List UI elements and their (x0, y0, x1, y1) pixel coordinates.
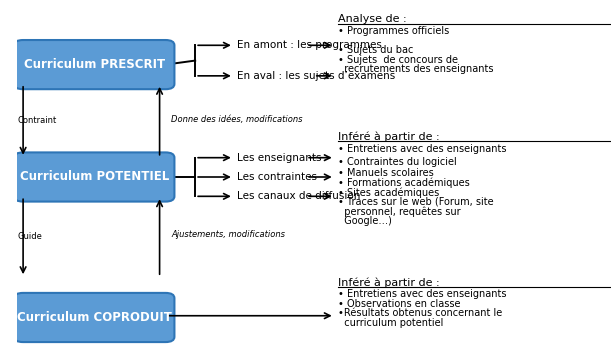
Text: • Sites académiques: • Sites académiques (338, 187, 439, 198)
Text: Curriculum COPRODUIT: Curriculum COPRODUIT (17, 311, 172, 324)
Text: Contraint: Contraint (17, 116, 56, 125)
Text: Donne des idées, modifications: Donne des idées, modifications (171, 115, 303, 124)
Text: • Contraintes du logiciel: • Contraintes du logiciel (338, 156, 457, 167)
Text: • Sujets du bac: • Sujets du bac (338, 45, 413, 55)
Text: • Sujets  de concours de: • Sujets de concours de (338, 55, 458, 65)
Text: •Résultats obtenus concernant le: •Résultats obtenus concernant le (338, 308, 502, 318)
Text: curriculum potentiel: curriculum potentiel (338, 318, 443, 328)
FancyBboxPatch shape (14, 293, 174, 342)
FancyBboxPatch shape (14, 40, 174, 89)
Text: Google…): Google…) (338, 216, 392, 225)
Text: • Traces sur le web (Forum, site: • Traces sur le web (Forum, site (338, 197, 493, 207)
Text: • Observations en classe: • Observations en classe (338, 299, 460, 309)
Text: • Manuels scolaires: • Manuels scolaires (338, 168, 433, 178)
Text: Les canaux de diffusion: Les canaux de diffusion (237, 191, 360, 201)
Text: En aval : les sujets d’examens: En aval : les sujets d’examens (237, 71, 395, 81)
Text: • Formations académiques: • Formations académiques (338, 178, 469, 188)
Text: • Programmes officiels: • Programmes officiels (338, 26, 449, 36)
Text: Curriculum POTENTIEL: Curriculum POTENTIEL (20, 171, 169, 183)
FancyBboxPatch shape (14, 153, 174, 201)
Text: • Entretiens avec des enseignants: • Entretiens avec des enseignants (338, 144, 506, 154)
Text: En amont : les programmes: En amont : les programmes (237, 40, 382, 50)
Text: Inféré à partir de :: Inféré à partir de : (338, 131, 439, 142)
Text: • Entretiens avec des enseignants: • Entretiens avec des enseignants (338, 289, 506, 299)
Text: Ajustements, modifications: Ajustements, modifications (171, 230, 285, 239)
Text: Inféré à partir de :: Inféré à partir de : (338, 277, 439, 287)
Text: personnel, requêtes sur: personnel, requêtes sur (338, 206, 460, 217)
Text: Guide: Guide (17, 232, 42, 241)
Text: Les enseignants: Les enseignants (237, 153, 321, 163)
Text: Curriculum PRESCRIT: Curriculum PRESCRIT (24, 58, 165, 71)
Text: Les contraintes: Les contraintes (237, 172, 317, 182)
Text: recrutements des enseignants: recrutements des enseignants (338, 64, 493, 74)
Text: Analyse de :: Analyse de : (338, 14, 406, 24)
